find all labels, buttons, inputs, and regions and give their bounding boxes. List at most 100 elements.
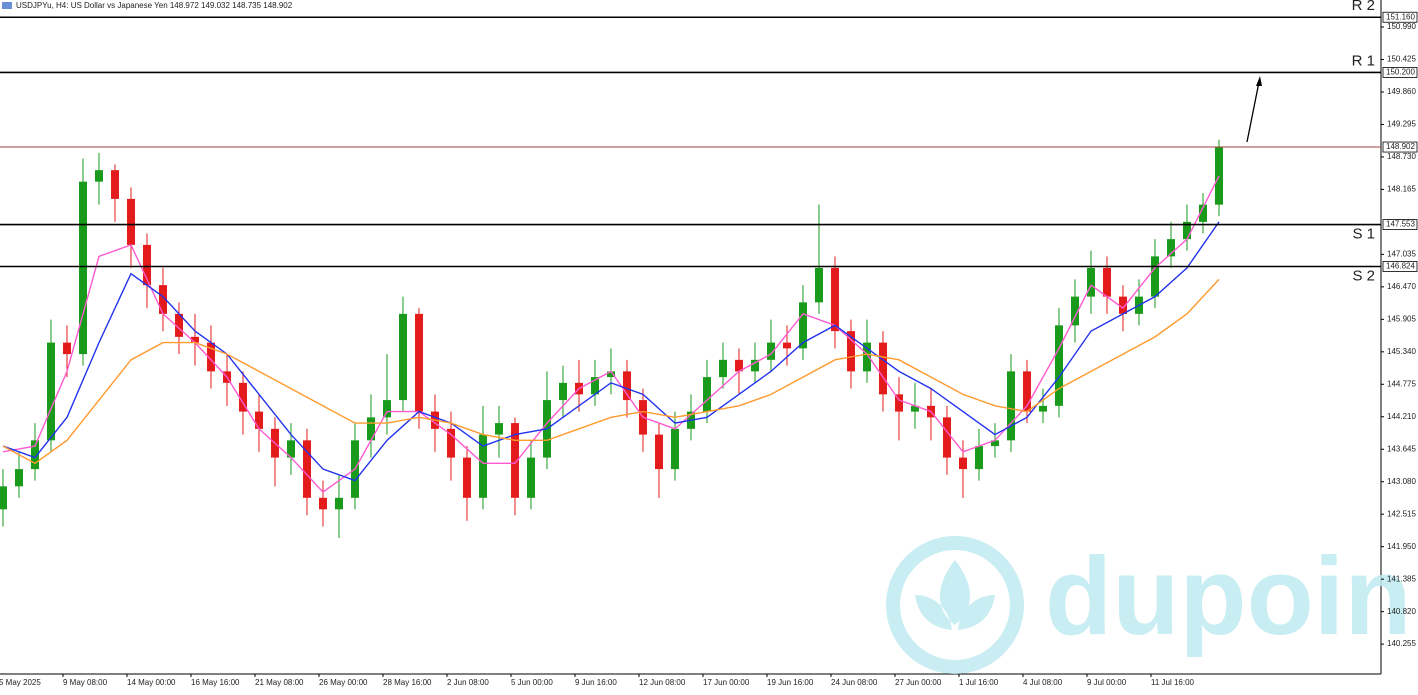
candle-body — [367, 417, 375, 441]
candle-body — [735, 359, 743, 372]
x-tick-label: 24 Jun 08:00 — [831, 678, 878, 687]
candle-body — [911, 405, 919, 412]
y-tick-label: 150.425 — [1387, 55, 1416, 64]
chart-title: USDJPYu, H4: US Dollar vs Japanese Yen 1… — [16, 1, 293, 10]
level-name: R 2 — [1352, 0, 1375, 14]
level-name: S 1 — [1352, 226, 1375, 243]
y-tick-label: 141.950 — [1387, 542, 1416, 551]
price-tag-label: 146.824 — [1386, 262, 1415, 271]
price-tag-label: 150.200 — [1386, 68, 1415, 77]
candle-body — [31, 440, 39, 470]
y-tick-label: 149.860 — [1387, 87, 1416, 96]
candle-body — [463, 457, 471, 498]
level-name: R 1 — [1352, 52, 1375, 69]
candle-body — [1103, 267, 1111, 297]
candle-body — [607, 371, 615, 378]
moving-average — [2, 175, 1220, 494]
y-tick-label: 145.340 — [1387, 347, 1416, 356]
candle-body — [799, 302, 807, 349]
y-tick-label: 144.775 — [1387, 379, 1416, 388]
candle-body — [527, 457, 535, 498]
price-tag-label: 147.553 — [1386, 220, 1415, 229]
y-tick-label: 141.385 — [1387, 574, 1416, 583]
candle-body — [959, 457, 967, 470]
y-tick-label: 140.255 — [1387, 639, 1416, 648]
candle-body — [495, 423, 503, 435]
y-tick-label: 144.210 — [1387, 412, 1416, 421]
candle-body — [47, 342, 55, 441]
y-tick-label: 143.080 — [1387, 477, 1416, 486]
price-tag — [1382, 11, 1418, 23]
watermark — [886, 536, 1024, 674]
symbol-icon — [2, 2, 12, 9]
x-tick-label: 1 Jul 16:00 — [959, 678, 999, 687]
candle-body — [831, 267, 839, 332]
y-tick-label: 148.165 — [1387, 185, 1416, 194]
x-tick-label: 21 May 08:00 — [255, 678, 304, 687]
candle-body — [863, 342, 871, 372]
candle-body — [191, 336, 199, 343]
candle-body — [655, 434, 663, 470]
candle-body — [1119, 296, 1127, 314]
candle-body — [287, 440, 295, 458]
y-tick-label: 149.295 — [1387, 120, 1416, 129]
price-tag-label: 151.160 — [1386, 12, 1415, 21]
x-tick-label: 9 Jul 00:00 — [1087, 678, 1127, 687]
x-tick-label: 17 Jun 00:00 — [703, 678, 750, 687]
candle-body — [479, 434, 487, 498]
level-name: S 2 — [1352, 267, 1375, 284]
candle-body — [751, 359, 759, 372]
x-tick-label: 16 May 16:00 — [191, 678, 240, 687]
candle-body — [1055, 325, 1063, 406]
candle-body — [847, 331, 855, 372]
y-tick-label: 143.645 — [1387, 444, 1416, 453]
candle-body — [335, 497, 343, 510]
candle-body — [991, 440, 999, 447]
y-tick-label: 150.990 — [1387, 22, 1416, 31]
candle-body — [79, 181, 87, 355]
candle-body — [111, 170, 119, 199]
candle-body — [159, 285, 167, 314]
candle-body — [559, 382, 567, 401]
moving-average — [2, 278, 1220, 465]
candle-body — [1007, 371, 1015, 441]
candle-body — [879, 342, 887, 395]
candle-body — [1071, 296, 1079, 326]
candle-body — [943, 417, 951, 458]
candle-body — [1151, 256, 1159, 297]
candle-body — [175, 313, 183, 337]
candle-body — [671, 428, 679, 470]
candle-body — [383, 400, 391, 418]
candle-body — [703, 377, 711, 412]
candle-body — [95, 170, 103, 182]
arrow — [1246, 81, 1260, 143]
candle-body — [815, 267, 823, 303]
candle-body — [255, 411, 263, 429]
x-tick-label: 12 Jun 08:00 — [639, 678, 686, 687]
watermark-text: dupoin — [1045, 535, 1412, 658]
candle-body — [767, 342, 775, 360]
x-tick-label: 2 Jun 08:00 — [447, 678, 489, 687]
candle-body — [975, 446, 983, 470]
candle-body — [783, 342, 791, 349]
y-tick-label: 147.035 — [1387, 249, 1416, 258]
candle-body — [511, 423, 519, 498]
x-tick-label: 9 Jun 16:00 — [575, 678, 617, 687]
y-tick-label: 146.470 — [1387, 282, 1416, 291]
candle-body — [623, 371, 631, 401]
candle-body — [1039, 405, 1047, 412]
candle-body — [0, 486, 7, 510]
candle-body — [415, 313, 423, 412]
x-tick-label: 26 May 00:00 — [319, 678, 368, 687]
candle-body — [1183, 221, 1191, 240]
candle-body — [399, 313, 407, 401]
candle-body — [143, 244, 151, 286]
price-tag-label: 148.902 — [1386, 142, 1415, 151]
candle-body — [1087, 267, 1095, 297]
candle-body — [319, 497, 327, 510]
candle-body — [719, 359, 727, 378]
x-tick-label: 14 May 00:00 — [127, 678, 176, 687]
watermark-leaf — [915, 560, 995, 630]
